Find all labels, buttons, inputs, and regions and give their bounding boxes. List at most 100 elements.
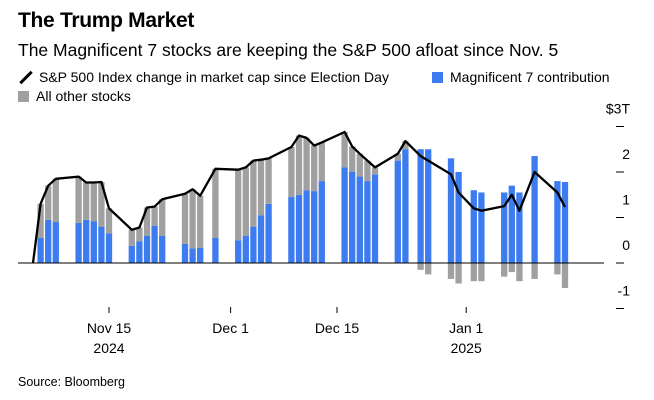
bar-mag7 (318, 181, 325, 263)
x-tick-label: Dec 15 (315, 320, 360, 336)
bar-mag7 (508, 185, 515, 263)
bar-mag7 (159, 235, 166, 263)
legend-label-sp500: S&P 500 Index change in market cap since… (39, 69, 389, 85)
bar-mag7 (394, 160, 401, 263)
bar-mag7 (402, 149, 409, 263)
bar-other-stocks (516, 263, 523, 282)
legend-item-other: All other stocks (18, 88, 131, 104)
bar-other-stocks (470, 263, 477, 282)
bar-mag7 (257, 215, 265, 263)
bar-other-stocks (561, 263, 569, 289)
bar-other-stocks (554, 263, 561, 275)
x-tick-label: Dec 1 (212, 320, 249, 336)
bar-mag7 (455, 172, 462, 263)
bar-other-stocks (151, 206, 158, 226)
bar-mag7 (470, 190, 477, 263)
x-tick-label: Jan 1 (449, 320, 483, 336)
y-tick-label: -1 (618, 283, 631, 299)
bar-other-stocks (508, 263, 515, 273)
bar-other-stocks (531, 263, 538, 279)
bar-mag7 (98, 226, 105, 263)
bar-other-stocks (501, 263, 508, 277)
bar-other-stocks (356, 153, 363, 177)
legend-swatch-mag7 (432, 71, 443, 83)
bar-other-stocks (136, 227, 143, 242)
y-tick-label: $3T (606, 101, 631, 117)
bar-other-stocks (318, 142, 325, 182)
bar-mag7 (45, 219, 52, 263)
bar-mag7 (447, 158, 455, 263)
bar-other-stocks (37, 203, 44, 238)
legend-label-mag7: Magnificent 7 contribution (450, 69, 610, 85)
bar-other-stocks (83, 182, 90, 220)
bar-mag7 (356, 176, 363, 263)
bar-mag7 (501, 192, 508, 263)
bar-other-stocks (265, 158, 272, 204)
legend-item-sp500: S&P 500 Index change in market cap since… (18, 69, 389, 85)
bar-mag7 (197, 247, 204, 263)
bar-mag7 (295, 194, 303, 263)
bar-mag7 (143, 235, 151, 263)
bar-other-stocks (197, 195, 204, 248)
bar-mag7 (478, 192, 485, 263)
bar-other-stocks (394, 153, 401, 161)
bar-mag7 (90, 221, 97, 263)
legend-swatch-other (18, 90, 29, 102)
bar-other-stocks (143, 207, 151, 236)
bar-other-stocks (478, 263, 485, 282)
bar-mag7 (554, 181, 561, 263)
bar-other-stocks (75, 176, 82, 223)
bar-other-stocks (52, 178, 59, 223)
x-tick-label: Nov 15 (87, 320, 132, 336)
bar-mag7 (531, 156, 538, 263)
bar-other-stocks (311, 145, 318, 192)
bar-other-stocks (364, 160, 371, 182)
bar-mag7 (265, 203, 272, 263)
bar-other-stocks (447, 263, 455, 279)
bar-other-stocks (417, 263, 424, 270)
bar-other-stocks (288, 146, 295, 198)
bar-mag7 (52, 222, 59, 263)
legend-item-mag7: Magnificent 7 contribution (432, 69, 610, 85)
bar-mag7 (75, 222, 82, 263)
bar-mag7 (242, 235, 249, 263)
bar-mag7 (417, 149, 424, 263)
bar-mag7 (189, 248, 196, 263)
bar-other-stocks (349, 146, 356, 172)
bar-mag7 (181, 243, 189, 263)
bar-other-stocks (45, 185, 52, 220)
y-tick-label: 0 (622, 237, 630, 253)
bar-other-stocks (90, 182, 97, 222)
bar-mag7 (349, 172, 356, 263)
bar-other-stocks (425, 263, 432, 275)
bar-other-stocks (250, 160, 257, 227)
bar-mag7 (128, 245, 135, 263)
bar-mag7 (250, 226, 257, 263)
bar-mag7 (105, 233, 113, 263)
x-tick-year-label: 2024 (93, 340, 124, 356)
bar-other-stocks (303, 137, 310, 191)
bar-mag7 (341, 167, 348, 263)
bar-other-stocks (455, 263, 462, 284)
bar-other-stocks (128, 229, 135, 246)
bar-mag7 (371, 174, 379, 263)
bar-other-stocks (235, 169, 242, 241)
chart-title: The Trump Market (18, 9, 195, 32)
bar-other-stocks (257, 159, 265, 216)
bar-mag7 (425, 149, 432, 263)
bar-mag7 (516, 192, 523, 263)
bar-mag7 (303, 190, 310, 263)
bar-mag7 (212, 237, 219, 263)
bar-mag7 (311, 191, 318, 263)
bar-mag7 (364, 181, 371, 263)
chart-subtitle: The Magnificent 7 stocks are keeping the… (18, 40, 559, 60)
chart-area: $3T 2 1 0 -1 Nov 15 2024 Dec 1 Dec 15 Jan 1 2025 (18, 101, 631, 356)
bar-mag7 (151, 225, 158, 263)
legend-label-other: All other stocks (36, 88, 131, 104)
bar-other-stocks (98, 182, 105, 227)
y-tick-label: 2 (622, 146, 630, 162)
sp500-line (31, 130, 567, 264)
bar-other-stocks (212, 168, 219, 238)
bar-other-stocks (371, 167, 379, 175)
bar-other-stocks (159, 199, 166, 236)
